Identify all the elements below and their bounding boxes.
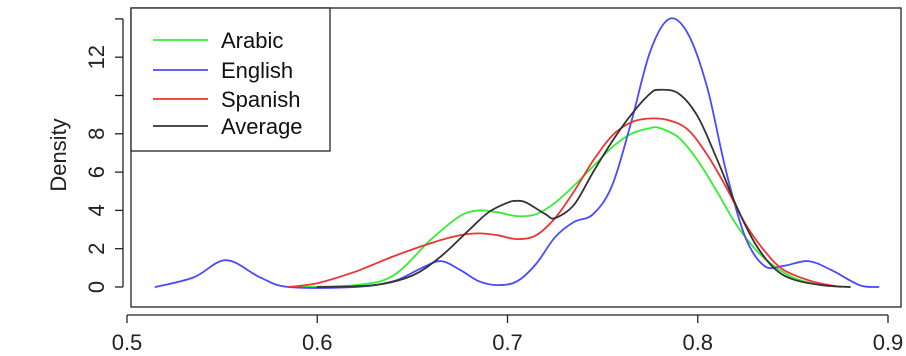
y-tick-label: 4	[84, 204, 109, 216]
legend-label-average: Average	[221, 114, 303, 139]
x-tick-label: 0.8	[682, 330, 713, 355]
x-axis: 0.5 0.6 0.7 0.8 0.9	[112, 314, 904, 355]
series-line-average	[316, 88, 851, 288]
x-tick-label: 0.6	[302, 330, 333, 355]
legend-box	[130, 7, 331, 152]
y-tick-label: 8	[84, 128, 109, 140]
x-tick-label: 0.5	[112, 330, 143, 355]
legend-label-spanish: Spanish	[221, 87, 301, 112]
y-tick-label: 0	[84, 281, 109, 293]
x-tick-label: 0.7	[492, 330, 523, 355]
series-line-spanish	[287, 117, 842, 288]
y-tick-label: 12	[84, 45, 109, 69]
series-lines	[154, 17, 880, 289]
y-axis: 0 2 4 6 8 12	[84, 18, 124, 293]
y-tick-label: 6	[84, 166, 109, 178]
y-axis-title: Density	[46, 118, 71, 191]
legend-label-arabic: Arabic	[221, 28, 283, 53]
plot-frame	[130, 7, 902, 308]
series-line-arabic	[297, 126, 851, 288]
legend-label-english: English	[221, 58, 293, 83]
y-tick-label: 2	[84, 243, 109, 255]
x-tick-label: 0.9	[873, 330, 904, 355]
